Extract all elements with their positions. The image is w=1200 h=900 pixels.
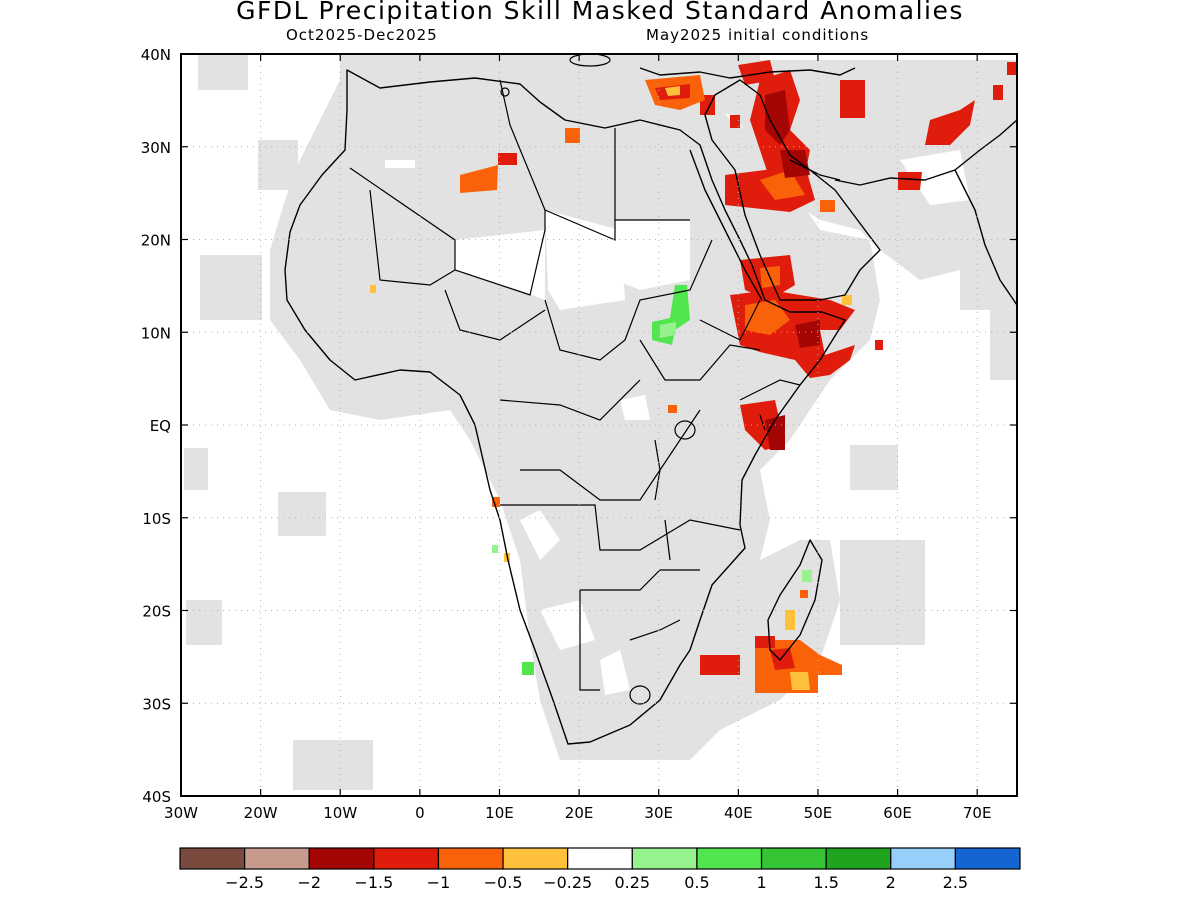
madagascar-coastline (767, 539, 823, 661)
arabia-coastline (704, 79, 881, 301)
colorbar-label: 0.5 (684, 873, 709, 892)
colorbar-swatch (308, 847, 375, 870)
y-tick-label: 40S (142, 788, 171, 806)
x-tick-label: 50E (804, 804, 833, 822)
skill-mask-atlantic-n (198, 54, 248, 90)
skill-mask-atlantic-sw (258, 140, 298, 190)
colorbar (179, 847, 1021, 870)
x-axis-labels: 30W 20W 10W 0 10E 20E 30E 40E 50E 60E 70E (164, 804, 991, 822)
colorbar-swatch (696, 847, 763, 870)
colorbar-swatch (631, 847, 698, 870)
y-tick-label: EQ (150, 417, 171, 435)
coastlines (284, 67, 1017, 745)
lakes-islands (500, 54, 766, 705)
skill-mask-stellena (278, 492, 326, 536)
turkey-coastline (639, 67, 856, 79)
colorbar-swatch (954, 847, 1021, 870)
x-tick-label: 10E (485, 804, 514, 822)
x-tick-label: 40E (724, 804, 753, 822)
country-borders (349, 79, 801, 691)
skill-mask-india (960, 230, 1017, 310)
anomaly-fills (370, 60, 1017, 693)
colorbar-swatch (179, 847, 246, 870)
graticule (181, 54, 1017, 796)
y-tick-label: 10N (141, 324, 171, 342)
colorbar-label: −2.5 (225, 873, 264, 892)
colorbar-label: −1 (427, 873, 451, 892)
colorbar-label: −0.25 (543, 873, 592, 892)
colorbar-label: −1.5 (354, 873, 393, 892)
skill-mask-seychelles (850, 445, 898, 490)
colorbar-label: −0.5 (484, 873, 523, 892)
colorbar-label: 2.5 (943, 873, 968, 892)
skill-mask-atlantic-s (186, 600, 222, 645)
initial-conditions: May2025 initial conditions (646, 26, 870, 44)
colorbar-label: 1 (756, 873, 766, 892)
y-tick-label: 40N (141, 46, 171, 64)
colorbar-swatch (760, 847, 827, 870)
y-tick-label: 30S (142, 695, 171, 713)
india-coastline (954, 169, 1017, 306)
africa-coastline (284, 69, 846, 745)
x-tick-label: 20W (244, 804, 278, 822)
x-tick-label: 0 (415, 804, 425, 822)
colorbar-swatch (244, 847, 310, 870)
y-tick-label: 20S (142, 603, 171, 621)
axis-ticks (180, 53, 1017, 797)
no-skill-areas (385, 150, 970, 695)
colorbar-swatch (825, 847, 892, 870)
colorbar-swatch (373, 847, 440, 870)
red-sea (689, 149, 763, 301)
skill-mask-atlantic-w (200, 255, 262, 320)
skill-mask-tristan (293, 740, 373, 790)
skill-mask-gulf-guinea (184, 448, 208, 490)
x-tick-label: 30W (164, 804, 198, 822)
skill-mask (184, 54, 1017, 790)
colorbar-labels: −2.5 −2 −1.5 −1 −0.5 −0.25 0.25 0.5 1 1.5 2 2.5 (225, 873, 968, 892)
colorbar-label: 0.25 (614, 873, 650, 892)
colorbar-swatch (567, 847, 633, 870)
colorbar-swatch (890, 847, 956, 870)
persian-gulf (789, 159, 841, 181)
iran-coastline (834, 119, 1017, 186)
y-tick-label: 20N (141, 232, 171, 250)
colorbar-label: −2 (297, 873, 321, 892)
colorbar-swatch (437, 847, 504, 870)
forecast-period: Oct2025-Dec2025 (286, 26, 438, 44)
y-axis-labels: 40N 30N 20N 10N EQ 10S 20S 30S 40S (141, 46, 171, 806)
skill-mask-maldives (990, 300, 1017, 380)
colorbar-swatch (502, 847, 569, 870)
colorbar-label: 1.5 (813, 873, 838, 892)
x-tick-label: 10W (323, 804, 357, 822)
skill-mask-indian-ocean (840, 540, 925, 645)
colorbar-label: 2 (886, 873, 896, 892)
x-tick-label: 30E (644, 804, 673, 822)
y-tick-label: 10S (142, 510, 171, 528)
x-tick-label: 20E (565, 804, 594, 822)
x-tick-label: 70E (963, 804, 992, 822)
y-tick-label: 30N (141, 139, 171, 157)
map-title: GFDL Precipitation Skill Masked Standard… (236, 0, 964, 25)
x-tick-label: 60E (883, 804, 912, 822)
